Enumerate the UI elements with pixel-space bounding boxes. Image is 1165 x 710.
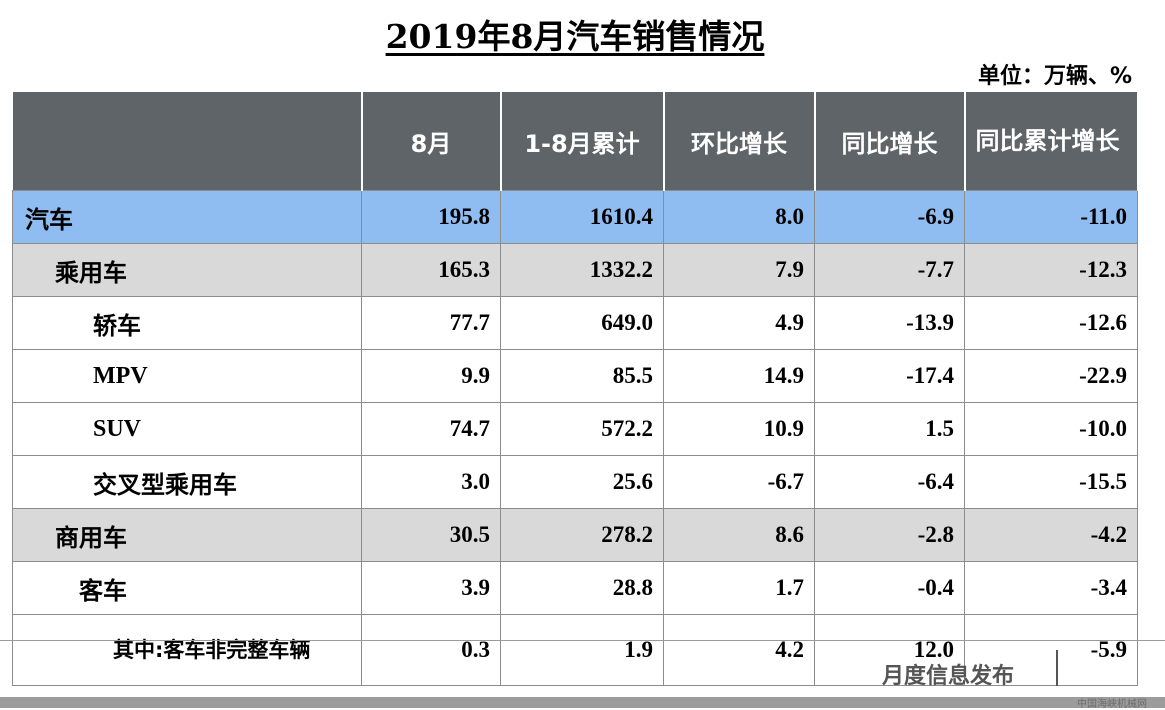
cell-yoy-growth: 1.5: [814, 402, 965, 456]
header-cell-category: [12, 92, 363, 191]
footer-divider: [0, 640, 1165, 641]
row-label: SUV: [12, 402, 362, 456]
cell-cumulative: 25.6: [500, 455, 664, 509]
cell-cumulative: 1.9: [500, 614, 664, 686]
cell-yoy-growth: -6.4: [814, 455, 965, 509]
cell-yoy-growth: -6.9: [814, 190, 965, 244]
cell-mom-growth: 4.9: [663, 296, 815, 350]
cell-cumulative: 28.8: [500, 561, 664, 615]
row-label: 汽车: [12, 190, 362, 244]
cell-cumulative: 1332.2: [500, 243, 664, 297]
header-cell-cumulative: 1-8月累计: [500, 92, 665, 191]
table-header-row: 8月 1-8月累计 环比增长 同比增长 同比累计增长: [12, 92, 1139, 191]
cell-yoy-cumulative-growth: -22.9: [964, 349, 1138, 403]
cell-mom-growth: 8.0: [663, 190, 815, 244]
row-label: MPV: [12, 349, 362, 403]
table-row: 客车 3.9 28.8 1.7 -0.4 -3.4: [12, 561, 1138, 615]
cell-month: 0.3: [361, 614, 501, 686]
sales-table: 8月 1-8月累计 环比增长 同比增长 同比累计增长 汽车 195.8 1610…: [12, 92, 1139, 686]
cell-yoy-growth: -17.4: [814, 349, 965, 403]
row-label: 轿车: [12, 296, 362, 350]
table-row: MPV 9.9 85.5 14.9 -17.4 -22.9: [12, 349, 1138, 403]
cell-cumulative: 278.2: [500, 508, 664, 562]
row-label: 交叉型乘用车: [12, 455, 362, 509]
header-cell-month: 8月: [361, 92, 502, 191]
row-label: 其中:客车非完整车辆: [12, 614, 362, 686]
cell-month: 195.8: [361, 190, 501, 244]
cell-mom-growth: 7.9: [663, 243, 815, 297]
cell-yoy-cumulative-growth: -3.4: [964, 561, 1138, 615]
cell-mom-growth: -6.7: [663, 455, 815, 509]
cell-month: 165.3: [361, 243, 501, 297]
table-row: 其中:客车非完整车辆 0.3 1.9 4.2 12.0 -5.9: [12, 614, 1138, 686]
row-label: 乘用车: [12, 243, 362, 297]
cell-yoy-growth: -7.7: [814, 243, 965, 297]
cell-yoy-cumulative-growth: -10.0: [964, 402, 1138, 456]
cell-yoy-growth: -2.8: [814, 508, 965, 562]
table-row: 轿车 77.7 649.0 4.9 -13.9 -12.6: [12, 296, 1138, 350]
cell-yoy-growth: -0.4: [814, 561, 965, 615]
cell-month: 77.7: [361, 296, 501, 350]
cell-month: 3.9: [361, 561, 501, 615]
table-row: 商用车 30.5 278.2 8.6 -2.8 -4.2: [12, 508, 1138, 562]
cell-yoy-growth: -13.9: [814, 296, 965, 350]
table-row: 乘用车 165.3 1332.2 7.9 -7.7 -12.3: [12, 243, 1138, 297]
page-title: 2019年8月汽车销售情况: [385, 17, 765, 56]
cell-cumulative: 649.0: [500, 296, 664, 350]
unit-label: 单位：万辆、%: [977, 64, 1132, 89]
cell-yoy-growth: 12.0: [814, 614, 965, 686]
footer-label: 月度信息发布: [882, 664, 1015, 689]
cell-month: 74.7: [361, 402, 501, 456]
cell-yoy-cumulative-growth: -4.2: [964, 508, 1138, 562]
cell-mom-growth: 8.6: [663, 508, 815, 562]
cell-mom-growth: 14.9: [663, 349, 815, 403]
cell-yoy-cumulative-growth: -12.3: [964, 243, 1138, 297]
footer-separator: [1056, 650, 1058, 686]
row-label: 客车: [12, 561, 362, 615]
cell-month: 30.5: [361, 508, 501, 562]
cell-cumulative: 85.5: [500, 349, 664, 403]
cell-yoy-cumulative-growth: -11.0: [964, 190, 1138, 244]
cell-month: 9.9: [361, 349, 501, 403]
cell-cumulative: 572.2: [500, 402, 664, 456]
header-cell-yoy-cumulative-growth: 同比累计增长: [964, 92, 1139, 191]
cell-mom-growth: 4.2: [663, 614, 815, 686]
cell-yoy-cumulative-growth: -15.5: [964, 455, 1138, 509]
header-cell-mom-growth: 环比增长: [663, 92, 816, 191]
cell-yoy-cumulative-growth: -12.6: [964, 296, 1138, 350]
cell-mom-growth: 10.9: [663, 402, 815, 456]
cell-cumulative: 1610.4: [500, 190, 664, 244]
cell-mom-growth: 1.7: [663, 561, 815, 615]
table-row: 交叉型乘用车 3.0 25.6 -6.7 -6.4 -15.5: [12, 455, 1138, 509]
watermark: 中国海峡机械网: [1077, 699, 1147, 710]
cell-month: 3.0: [361, 455, 501, 509]
cell-yoy-cumulative-growth: -5.9: [964, 614, 1138, 686]
bottom-bar: [0, 697, 1165, 708]
row-label: 商用车: [12, 508, 362, 562]
table-row: 汽车 195.8 1610.4 8.0 -6.9 -11.0: [12, 190, 1138, 244]
header-cell-yoy-growth: 同比增长: [814, 92, 966, 191]
table-row: SUV 74.7 572.2 10.9 1.5 -10.0: [12, 402, 1138, 456]
